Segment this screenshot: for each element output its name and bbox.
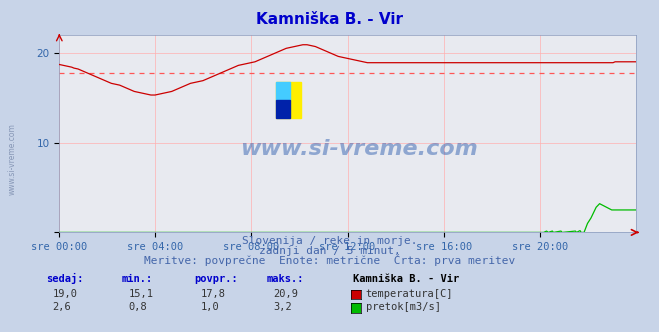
Text: 1,0: 1,0 — [201, 302, 219, 312]
Text: 0,8: 0,8 — [129, 302, 147, 312]
Text: maks.:: maks.: — [267, 274, 304, 284]
Text: povpr.:: povpr.: — [194, 274, 238, 284]
Text: pretok[m3/s]: pretok[m3/s] — [366, 302, 441, 312]
Bar — [275, 82, 302, 118]
Text: zadnji dan / 5 minut.: zadnji dan / 5 minut. — [258, 246, 401, 256]
Text: sedaj:: sedaj: — [46, 273, 84, 284]
Text: 2,6: 2,6 — [53, 302, 71, 312]
Bar — [275, 82, 290, 100]
Text: Kamniška B. - Vir: Kamniška B. - Vir — [353, 274, 459, 284]
Text: www.si-vreme.com: www.si-vreme.com — [241, 139, 478, 159]
Text: 15,1: 15,1 — [129, 289, 154, 299]
Text: Meritve: povprečne  Enote: metrične  Črta: prva meritev: Meritve: povprečne Enote: metrične Črta:… — [144, 254, 515, 266]
Text: www.si-vreme.com: www.si-vreme.com — [8, 124, 17, 195]
Text: Slovenija / reke in morje.: Slovenija / reke in morje. — [242, 236, 417, 246]
Text: 3,2: 3,2 — [273, 302, 292, 312]
Text: 17,8: 17,8 — [201, 289, 226, 299]
Text: 20,9: 20,9 — [273, 289, 299, 299]
Text: min.:: min.: — [122, 274, 153, 284]
Bar — [275, 100, 290, 118]
Text: Kamniška B. - Vir: Kamniška B. - Vir — [256, 12, 403, 27]
Text: temperatura[C]: temperatura[C] — [366, 289, 453, 299]
Text: 19,0: 19,0 — [53, 289, 78, 299]
